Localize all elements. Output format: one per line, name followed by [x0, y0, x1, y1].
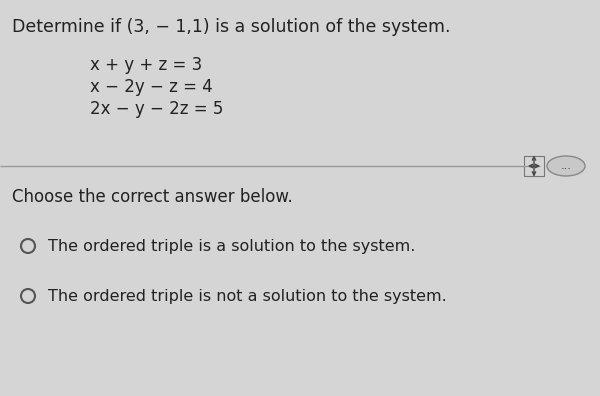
Text: ...: ... [560, 161, 571, 171]
Ellipse shape [547, 156, 585, 176]
Text: Choose the correct answer below.: Choose the correct answer below. [12, 188, 293, 206]
Text: The ordered triple is a solution to the system.: The ordered triple is a solution to the … [48, 238, 415, 253]
Text: x − 2y − z = 4: x − 2y − z = 4 [90, 78, 213, 96]
Text: Determine if (3, − 1,1) is a solution of the system.: Determine if (3, − 1,1) is a solution of… [12, 18, 451, 36]
Text: The ordered triple is not a solution to the system.: The ordered triple is not a solution to … [48, 289, 447, 303]
Text: x + y + z = 3: x + y + z = 3 [90, 56, 202, 74]
Text: 2x − y − 2z = 5: 2x − y − 2z = 5 [90, 100, 223, 118]
